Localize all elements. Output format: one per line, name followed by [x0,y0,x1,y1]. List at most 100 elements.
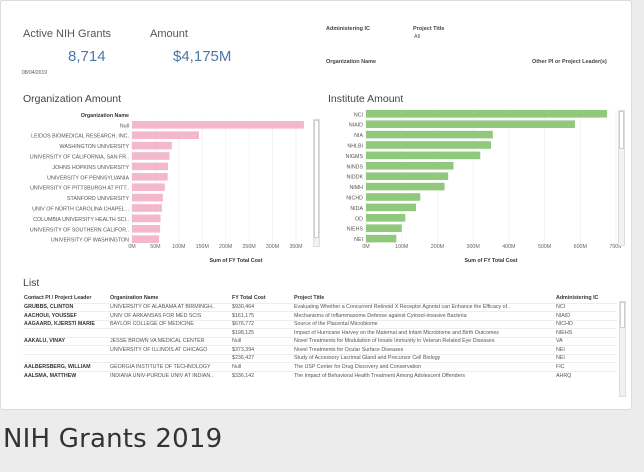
inst-bar[interactable] [366,110,608,118]
dashboard-card: Active NIH Grants 8,714 Amount $4,175M 0… [0,0,632,410]
list-column-header[interactable]: Contact PI / Project Leader [24,295,92,302]
inst-bar[interactable] [366,234,397,243]
table-cell: UNIV OF ARKANSAS FOR MED SCIS [109,311,231,320]
table-cell: $236,427 [231,353,293,363]
table-cell [109,328,231,337]
institute-chart-scroll-thumb[interactable] [619,111,624,149]
table-cell: Study of Accessory Lacrimal Gland and Pr… [293,353,555,363]
table-cell: $336,142 [231,370,293,380]
org-bar[interactable] [132,131,199,139]
table-row[interactable]: UNIVERSITY OF ILLINOIS AT CHICAGO $373,39… [23,345,617,354]
org-category-label: LEIDOS BIOMEDICAL RESEARCH, INC. [31,134,129,140]
org-category-label: UNIVERSITY OF WASHINGTON [51,238,129,244]
table-cell [23,353,109,363]
table-row[interactable]: AAKALU, VINAY JESSE BROWN VA MEDICAL CENT… [23,336,617,346]
org-bar[interactable] [132,204,162,212]
table-cell: Null [231,362,293,371]
org-category-label: JOHNS HOPKINS UNIVERSITY [52,165,129,171]
list-header-row: Contact PI / Project Leader Organization … [23,294,617,303]
active-grants-value: 8,714 [68,48,106,65]
list-column-header[interactable]: Project Title [294,295,325,302]
org-category-label: WASHINGTON UNIVERSITY [60,144,130,150]
list-column-header[interactable]: FY Total Cost [232,295,266,302]
inst-bar[interactable] [366,172,449,180]
table-cell: INDIANA UNIV-PURDUE UNIV AT INDIAN.. [109,370,231,380]
org-bar[interactable] [132,235,160,243]
table-cell [23,328,109,337]
table-cell: VA [555,336,617,346]
grants-list-table: Contact PI / Project Leader Organization … [23,294,617,380]
org-tick-label: 300M [266,244,279,250]
inst-bar[interactable] [366,224,402,232]
project-title-filter-label: Project Title [413,26,445,32]
inst-bar[interactable] [366,203,416,212]
org-bar[interactable] [132,152,170,160]
table-cell: NEI [555,345,617,354]
table-row[interactable]: $198,125 Impact of Hurricane Harvey on th… [23,328,617,337]
table-row[interactable]: AALBERSBERG, WILLIAM GEORGIA INSTITUTE OF… [23,362,617,371]
table-cell: JESSE BROWN VA MEDICAL CENTER [109,336,231,346]
org-bar[interactable] [132,173,168,181]
refresh-date: 08/04/2019 [22,70,48,76]
inst-bar[interactable] [366,141,491,149]
table-row[interactable]: AAGAARD, KJERSTI MARIE BAYLOR COLLEGE OF … [23,319,617,329]
inst-tick-label: 200M [431,244,444,250]
org-bar[interactable] [132,193,163,202]
org-bar[interactable] [132,141,172,150]
organization-amount-chart: Organization Name Null LEIDOS BIOMEDICAL … [30,113,304,264]
org-category-label: UNIVERSITY OF SOUTHERN CALIFOR.. [30,227,129,233]
inst-category-label: NIDDK [347,175,364,181]
table-cell: $161,175 [231,311,293,320]
project-title-filter-value[interactable]: All [414,34,421,40]
org-bar[interactable] [132,225,161,233]
institute-chart-scrollbar[interactable] [618,110,625,246]
inst-category-label: OD [355,216,363,222]
organization-chart-scrollbar[interactable] [313,119,320,247]
institute-amount-title: Institute Amount [328,93,404,105]
table-row[interactable]: GRUBBS, CLINTON UNIVERSITY OF ALABAMA AT … [23,302,617,312]
inst-bar[interactable] [366,182,445,191]
table-row[interactable]: $236,427 Study of Accessory Lacrimal Glan… [23,353,617,363]
list-column-header[interactable]: Administering IC [556,295,599,302]
table-cell: The USP Center for Drug Discovery and Co… [293,362,555,371]
org-tick-label: 250M [242,244,255,250]
table-cell [109,353,231,363]
organization-chart-scroll-thumb[interactable] [314,120,319,238]
amount-value: $4,175M [173,48,232,65]
inst-bar[interactable] [366,120,575,128]
org-tick-label: 0M [128,244,135,250]
inst-bar[interactable] [366,151,481,160]
list-scrollbar[interactable] [619,301,626,397]
inst-category-label: NIGMS [346,154,364,160]
org-bar[interactable] [132,162,169,171]
table-cell: Novel Treatments for Ocular Surface Dise… [293,345,555,354]
inst-bar[interactable] [366,130,493,139]
org-category-label: COLUMBIA UNIVERSITY HEALTH SCI.. [33,217,129,223]
table-cell: UNIVERSITY OF ALABAMA AT BIRMINGH.. [109,302,231,312]
org-bar[interactable] [132,214,161,223]
inst-bar[interactable] [366,193,421,201]
institute-amount-chart: NCI NIAID NIA NHLBI NIGMS NINDS NIDDK NIMH NICHD… [346,108,621,264]
table-cell: $373,394 [231,345,293,354]
table-cell: NICHD [555,319,617,329]
table-row[interactable]: AACHOUI, YOUSSEF UNIV OF ARKANSAS FOR MED… [23,311,617,320]
table-cell: $198,125 [231,328,293,337]
org-bar[interactable] [132,183,165,191]
inst-category-label: NIAID [349,123,363,129]
list-title: List [23,277,40,289]
table-cell: UNIVERSITY OF ILLINOIS AT CHICAGO [109,345,231,354]
org-category-label: UNIV OF NORTH CAROLINA CHAPEL .. [32,207,129,213]
table-cell: Null [231,336,293,346]
inst-bar[interactable] [366,214,406,222]
page-title: NIH Grants 2019 [3,424,223,454]
org-bar[interactable] [132,121,304,129]
organization-axis-header: Organization Name [81,113,129,119]
list-column-header[interactable]: Organization Name [110,295,159,302]
inst-bar[interactable] [366,162,454,170]
table-cell: AHRQ [555,370,617,380]
administering-ic-filter-label: Administering IC [326,26,371,32]
list-scroll-thumb[interactable] [620,302,625,328]
table-row[interactable]: AALSMA, MATTHEW INDIANA UNIV-PURDUE UNIV … [23,370,617,380]
table-cell: NIAID [555,311,617,320]
